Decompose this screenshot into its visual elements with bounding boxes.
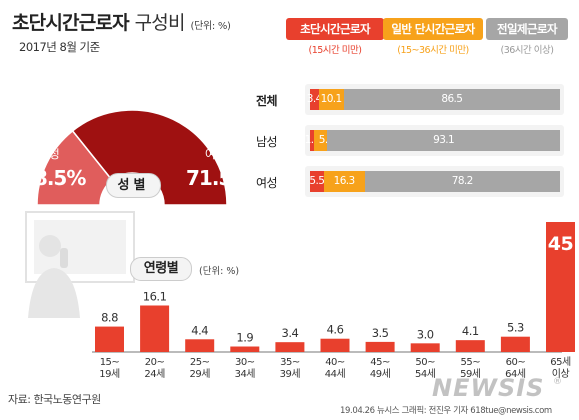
stack-row-label: 남성 (256, 135, 278, 149)
person-head (39, 235, 61, 257)
legend-part-time-sub: (15~36시간 미만) (397, 45, 469, 56)
stack-segment (343, 89, 560, 110)
age-tick-label: 64세 (505, 368, 526, 380)
age-tick-label: 34세 (235, 368, 256, 380)
age-tick-label: 65세 (550, 356, 571, 368)
title-main: 초단시간근로자 (12, 12, 130, 34)
stack-value-label: 93.1 (433, 134, 455, 146)
age-bar (140, 305, 170, 352)
age-tick-label: 59세 (460, 368, 481, 380)
age-tick-label: 54세 (415, 368, 436, 380)
graphic-credit: 19.04.26 뉴시스 그래픽: 전진우 기자 618tue@newsis.c… (340, 406, 552, 416)
age-value-label: 4.4 (191, 323, 208, 337)
age-unit: (단위: %) (199, 266, 240, 277)
stack-value-label: 3.4 (306, 93, 323, 105)
male-percent: 28.5% (21, 166, 86, 190)
age-bar (230, 346, 260, 352)
stack-segment (323, 171, 365, 192)
age-bar (500, 336, 530, 352)
age-tick-label: 39세 (280, 368, 301, 380)
age-bar (185, 339, 215, 352)
gender-badge: 성별 (106, 173, 161, 198)
stack-value-label: 78.2 (451, 175, 474, 187)
age-value-label: 3.4 (282, 326, 299, 340)
stack-segment (310, 89, 319, 110)
phone-icon (60, 248, 68, 268)
age-bar (546, 222, 575, 352)
title-light: 구성비 (134, 12, 186, 34)
age-bar (365, 341, 395, 352)
age-value-label: 4.1 (462, 324, 479, 338)
stack-segment (310, 171, 324, 192)
age-value-label: 5.3 (507, 321, 524, 335)
stack-value-label: 86.5 (441, 93, 463, 105)
age-value-label: 4.6 (327, 323, 344, 337)
age-tick-label: 29세 (189, 368, 210, 380)
person-body (28, 268, 80, 318)
age-value-label: 8.8 (101, 311, 118, 325)
title-unit: (단위: %) (190, 21, 231, 32)
stack-segment (327, 130, 560, 151)
age-tick-label: 24세 (144, 368, 165, 380)
age-tick-label: 60~ (506, 357, 526, 368)
stack-value-label: 16.3 (333, 175, 356, 187)
age-tick-label: 55~ (460, 357, 480, 368)
legend-ultra-short: 초단시간근로자 (286, 18, 384, 40)
age-tick-label: 15~ (100, 357, 120, 368)
age-tick-label: 50~ (415, 357, 435, 368)
age-tick-label: 이상 (552, 368, 570, 380)
age-value-label: 16.1 (143, 289, 167, 303)
age-bar (455, 340, 485, 352)
age-bar (410, 343, 440, 352)
legend-part-time: 일반 단시간근로자 (383, 18, 483, 40)
subtitle: 2017년 8월 기준 (19, 40, 100, 54)
stack-value-label: 10.1 (320, 93, 343, 105)
stack-row-label: 여성 (256, 176, 278, 190)
age-tick-label: 35~ (280, 357, 300, 368)
source-note: 자료: 한국노동연구원 (8, 393, 101, 406)
female-label: 여성 (205, 147, 226, 161)
female-percent: 71.5% (186, 166, 251, 190)
age-tick-label: 40~ (325, 357, 345, 368)
stack-value-label: 5.5 (309, 175, 325, 187)
stack-segment (364, 171, 560, 192)
legend-ultra-short-sub: (15시간 미만) (308, 45, 362, 56)
legend-full-time: 전일제근로자 (486, 18, 568, 40)
stack-segment (318, 89, 344, 110)
age-tick-label: 45~ (370, 357, 390, 368)
office-worker-illustration (25, 211, 135, 318)
registered-mark: ® (553, 377, 562, 387)
age-value-label: 3.0 (417, 327, 434, 341)
legend-full-time-sub: (36시간 이상) (500, 45, 554, 56)
page-title: 초단시간근로자 구성비 (단위: %) (12, 8, 231, 35)
age-bar (320, 338, 350, 352)
age-tick-label: 25~ (190, 357, 210, 368)
age-bar (275, 342, 305, 352)
age-tick-label: 30~ (235, 357, 255, 368)
newsis-watermark: NEWSIS (432, 374, 545, 402)
age-tick-label: 20~ (145, 357, 165, 368)
age-value-label: 1.9 (236, 331, 253, 345)
age-tick-label: 19세 (99, 368, 120, 380)
stack-segment (314, 130, 328, 151)
age-bar (95, 326, 124, 352)
stack-row-label: 전체 (256, 94, 278, 108)
age-value-label: 45 (548, 233, 573, 255)
monitor-outline (25, 211, 135, 283)
gender-half-donut (36, 109, 228, 206)
age-value-label: 3.5 (372, 326, 389, 340)
age-tick-label: 49세 (370, 368, 391, 380)
age-badge: 연령별 (130, 257, 192, 281)
stack-segment (310, 130, 315, 151)
male-label: 남성 (39, 147, 60, 161)
age-tick-label: 44세 (325, 368, 346, 380)
